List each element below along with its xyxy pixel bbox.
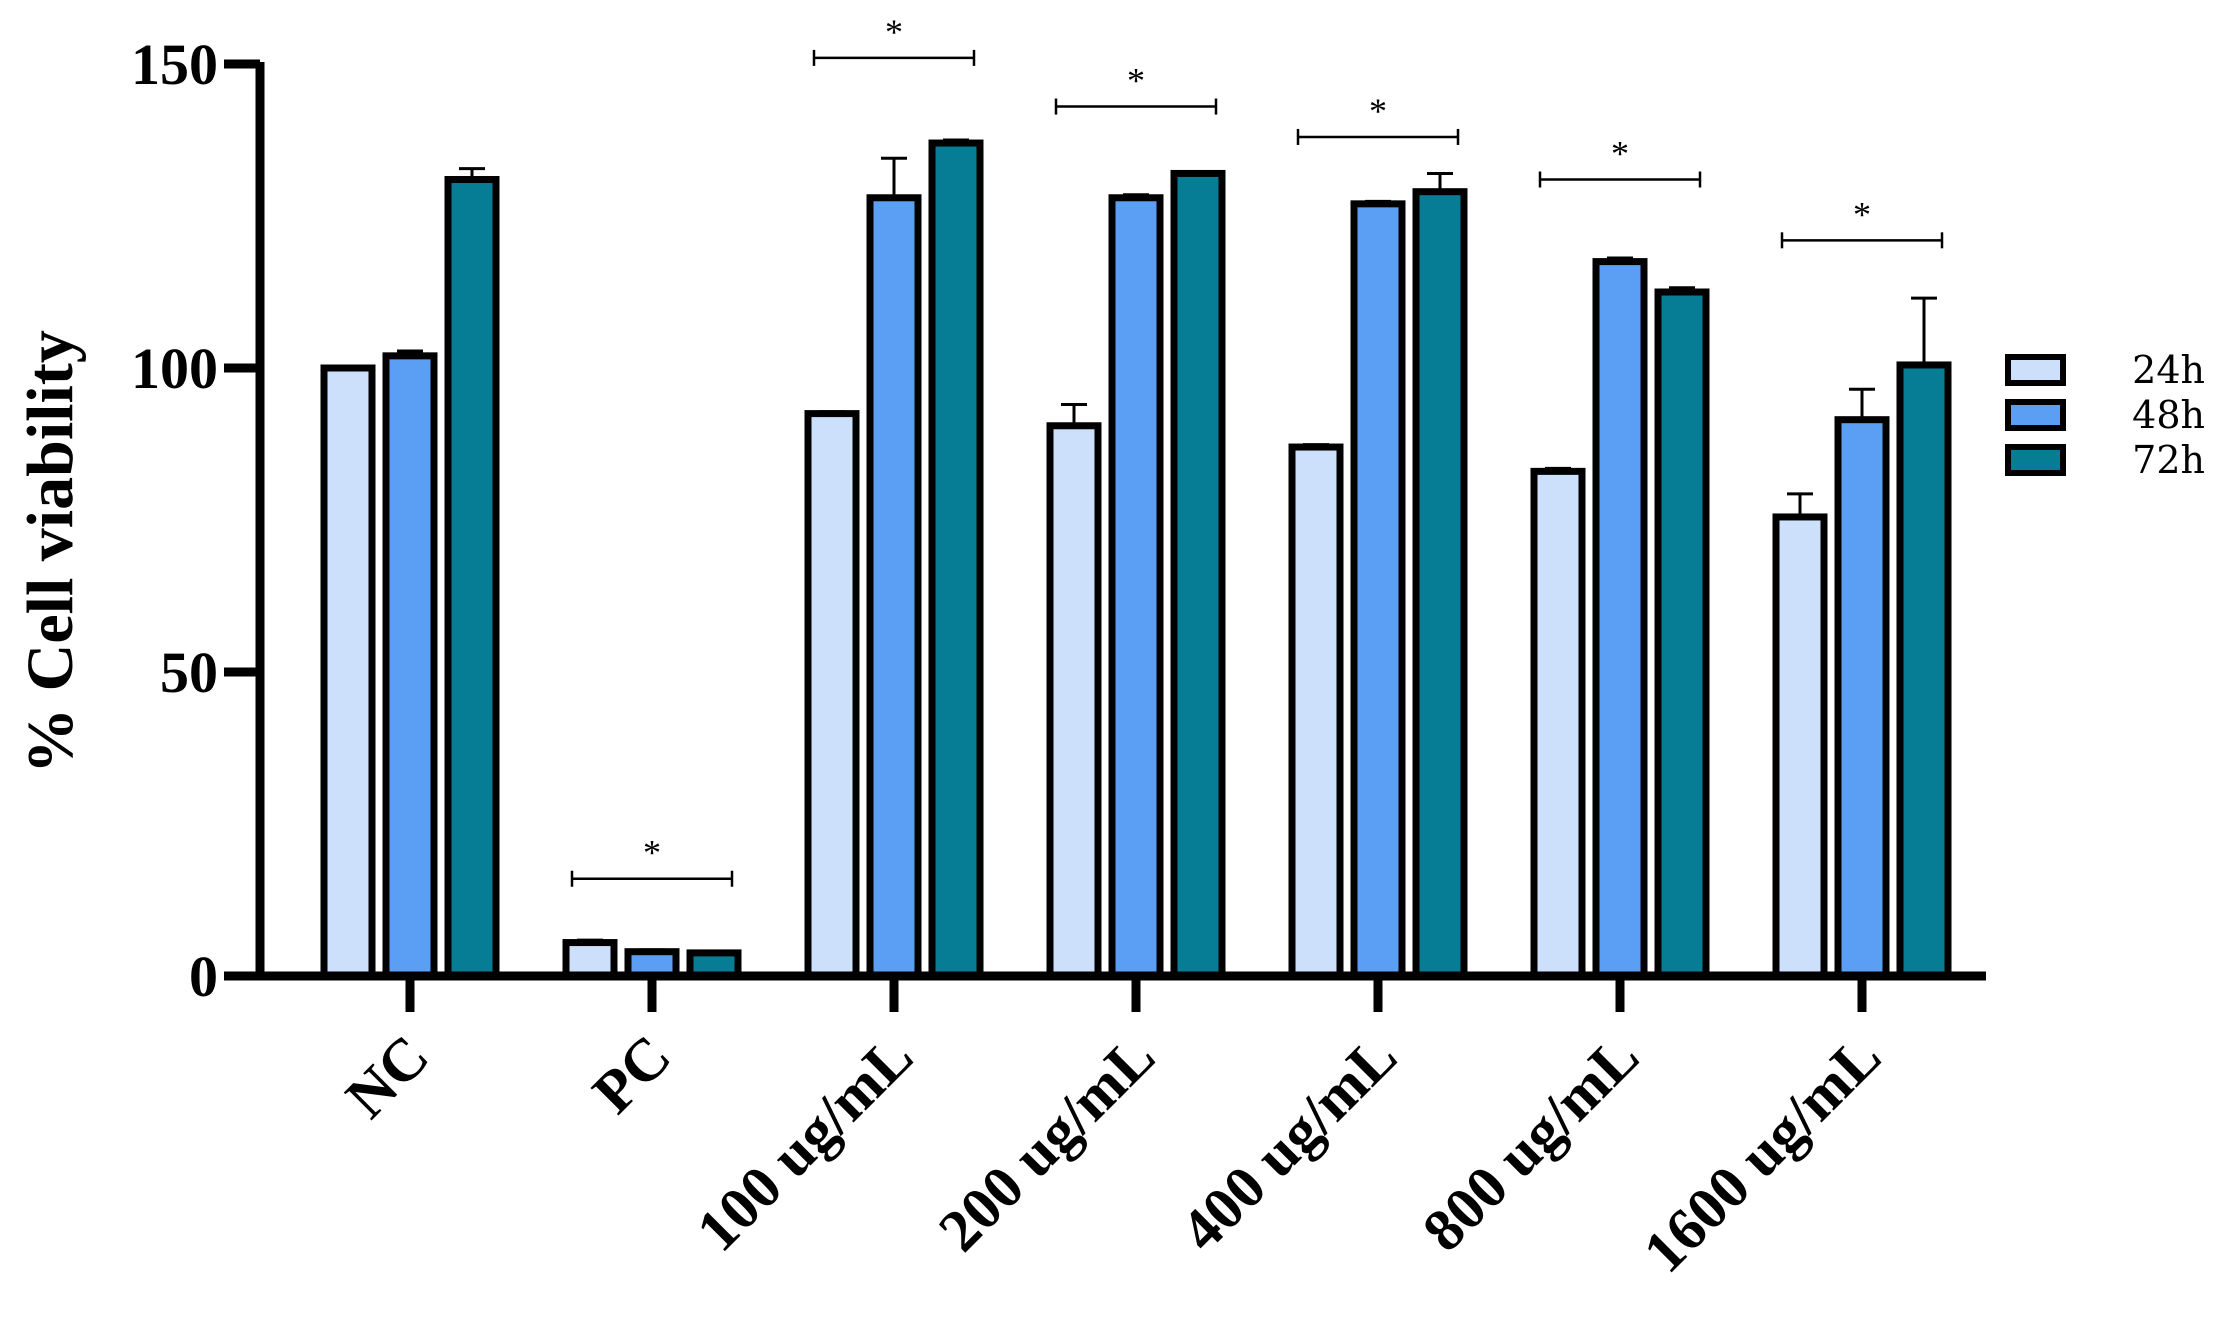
bar-24h-4 xyxy=(1288,443,1344,980)
axes-layer xyxy=(255,62,1986,981)
legend-swatch-48h xyxy=(2005,399,2066,431)
bar-48h-2 xyxy=(866,194,922,980)
sig-star-5: * xyxy=(1611,134,1629,174)
x-ticks-layer: NC PC 100 ug/mL 200 ug/mL 400 ug/mL 800 ug/mL… xyxy=(333,976,1893,1285)
bar-72h-6 xyxy=(1896,361,1952,980)
y-tick-label-1: 50 xyxy=(160,640,218,705)
bar-24h-1 xyxy=(562,939,618,980)
x-tick-label-2: 100 ug/mL xyxy=(684,1023,925,1264)
bar-72h-4 xyxy=(1412,188,1468,980)
bar-48h-4 xyxy=(1350,200,1406,980)
y-axis-title: % Cell viability xyxy=(14,330,87,774)
y-ticks-layer: 0 50 100 150 xyxy=(131,32,260,1009)
legend-label-48h: 48h xyxy=(2132,393,2205,437)
significance-layer: * * * * * * xyxy=(570,12,1944,887)
bar-72h-2 xyxy=(928,139,984,980)
sig-star-3: * xyxy=(1127,61,1145,101)
bar-24h-6 xyxy=(1772,513,1828,980)
error-bars-layer xyxy=(335,138,1937,953)
bar-72h-3 xyxy=(1170,169,1226,980)
bar-48h-3 xyxy=(1108,194,1164,980)
x-tick-label-0: NC xyxy=(333,1023,441,1131)
y-tick-label-2: 100 xyxy=(131,336,218,401)
x-tick-label-3: 200 ug/mL xyxy=(926,1023,1167,1264)
bar-48h-5 xyxy=(1592,258,1648,980)
bar-72h-5 xyxy=(1654,288,1710,980)
sig-star-4: * xyxy=(1369,91,1387,131)
sig-star-1: * xyxy=(643,833,661,873)
legend-label-24h: 24h xyxy=(2132,348,2205,392)
legend-swatch-24h xyxy=(2005,354,2066,386)
y-tick-label-0: 0 xyxy=(189,944,218,1009)
bars-layer xyxy=(320,139,1952,980)
bar-24h-0 xyxy=(320,364,376,980)
sig-star-2: * xyxy=(885,12,903,52)
x-tick-label-5: 800 ug/mL xyxy=(1410,1023,1651,1264)
legend-swatch-72h xyxy=(2005,444,2066,476)
bar-72h-0 xyxy=(444,176,500,980)
bar-24h-3 xyxy=(1046,422,1102,980)
bar-48h-0 xyxy=(382,352,438,980)
y-tick-label-3: 150 xyxy=(131,32,218,97)
bar-24h-5 xyxy=(1530,467,1586,980)
x-tick-label-6: 1600 ug/mL xyxy=(1631,1023,1893,1285)
sig-star-6: * xyxy=(1853,194,1871,234)
x-tick-label-4: 400 ug/mL xyxy=(1168,1023,1409,1264)
x-tick-label-1: PC xyxy=(580,1023,683,1126)
legend-label-72h: 72h xyxy=(2132,438,2205,482)
bar-48h-6 xyxy=(1834,416,1890,980)
bar-24h-2 xyxy=(804,410,860,980)
